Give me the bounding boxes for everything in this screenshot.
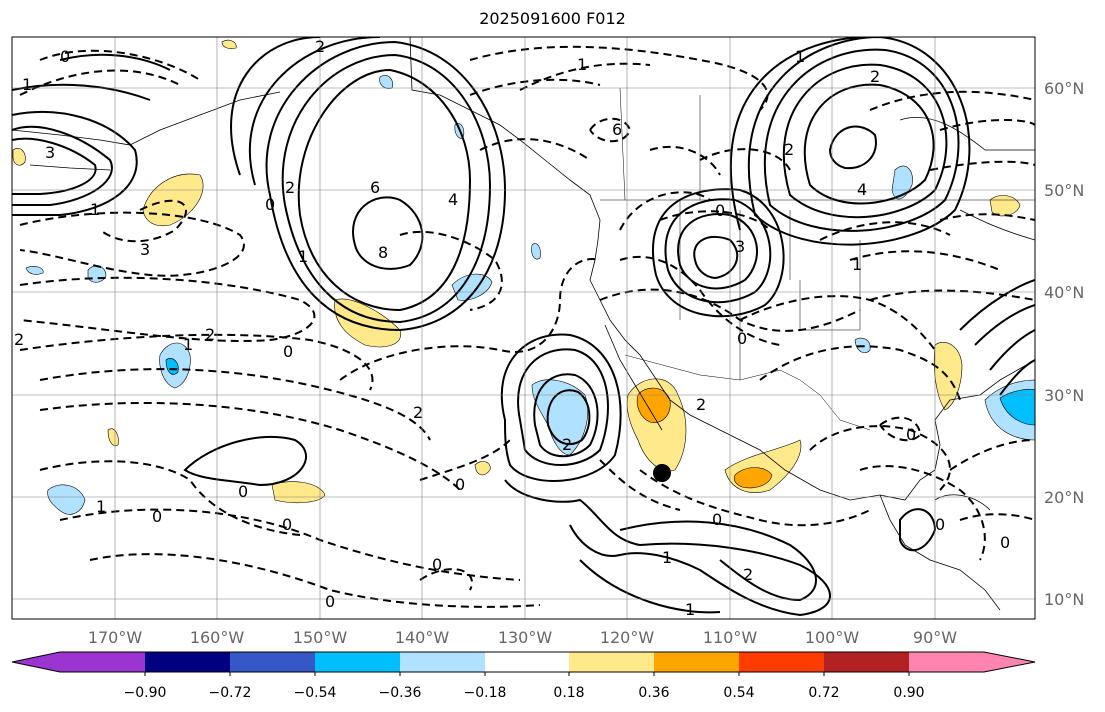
contour-value-label: 2 (870, 67, 880, 86)
contour-value-label: 0 (152, 507, 162, 526)
contour-value-label: 2 (743, 565, 753, 584)
contour-value-label: 3 (45, 143, 55, 162)
contour-value-label: 0 (282, 515, 292, 534)
latitude-label: 10°N (1044, 590, 1084, 609)
contour-value-label: 1 (577, 55, 587, 74)
longitude-labels: 170°W 160°W 150°W 140°W 130°W 120°W 110°… (88, 628, 957, 647)
latitude-label: 20°N (1044, 488, 1084, 507)
contour-value-label: 2 (784, 140, 794, 159)
contour-value-label: 4 (857, 180, 867, 199)
contour-value-label: 1 (852, 255, 862, 274)
colorbar-bin (230, 652, 315, 672)
longitude-label: 170°W (88, 628, 143, 647)
coastlines (12, 37, 1035, 611)
contour-value-label: 1 (183, 335, 193, 354)
contour-value-label: 2 (696, 395, 706, 414)
contour-value-label: 4 (448, 190, 458, 209)
colorbar-bin (485, 652, 569, 672)
contour-value-label: 2 (205, 325, 215, 344)
contour-value-label: 1 (22, 75, 32, 94)
contour-value-label: 0 (715, 201, 725, 220)
contour-value-label: 2 (315, 37, 325, 56)
contour-value-label: 2 (285, 178, 295, 197)
colorbar-tick-label: 0.36 (638, 685, 669, 701)
contour-value-label: 0 (60, 47, 70, 66)
map-plot-area: 0 2 3 6 1 2 2 0 6 8 4 0 1 1 2 0 2 0 4 2 … (12, 37, 1035, 619)
gridlines (12, 37, 1035, 619)
contour-value-label: 3 (735, 237, 745, 256)
contour-value-label: 0 (906, 425, 916, 444)
location-marker (653, 464, 671, 482)
longitude-label: 150°W (293, 628, 348, 647)
latitude-labels: 60°N 50°N 40°N 30°N 20°N 10°N (1044, 79, 1084, 609)
colorbar-bin (569, 652, 654, 672)
longitude-label: 90°W (913, 628, 957, 647)
longitude-label: 140°W (395, 628, 450, 647)
contour-value-label: 3 (140, 240, 150, 259)
colorbar-tick-label: −0.54 (294, 685, 337, 701)
colorbar-bin (400, 652, 485, 672)
latitude-label: 40°N (1044, 283, 1084, 302)
longitude-label: 110°W (703, 628, 758, 647)
contour-value-label: 1 (795, 47, 805, 66)
colorbar: −0.90 −0.72 −0.54 −0.36 −0.18 0.18 0.36 … (11, 651, 1036, 701)
contour-value-label: 1 (685, 600, 695, 619)
colorbar-tick-label: −0.90 (124, 685, 167, 701)
contour-value-label: 0 (265, 195, 275, 214)
contour-value-label: 2 (14, 330, 24, 349)
latitude-label: 60°N (1044, 79, 1084, 98)
contour-value-label: 2 (562, 435, 572, 454)
contour-value-label: 1 (96, 497, 106, 516)
contour-value-label: 0 (325, 592, 335, 611)
contour-value-label: 0 (1000, 533, 1010, 552)
map-title: 2025091600 F012 (479, 9, 626, 28)
colorbar-bin (315, 652, 400, 672)
solid-contours (12, 37, 1035, 617)
colorbar-bin (739, 652, 824, 672)
contour-value-label: 1 (662, 548, 672, 567)
latitude-label: 30°N (1044, 386, 1084, 405)
contour-value-label: 8 (378, 243, 388, 262)
dashed-contours (19, 45, 1035, 608)
longitude-label: 120°W (600, 628, 655, 647)
contour-labels: 0 2 3 6 1 2 2 0 6 8 4 0 1 1 2 0 2 0 4 2 … (14, 37, 1010, 619)
contour-value-label: 0 (737, 329, 747, 348)
colorbar-tick-label: 0.18 (553, 685, 584, 701)
colorbar-tick-label: −0.36 (379, 685, 422, 701)
contour-value-label: 6 (370, 178, 380, 197)
latitude-label: 50°N (1044, 181, 1084, 200)
contour-value-label: 0 (283, 342, 293, 361)
colorbar-tick-label: 0.72 (808, 685, 839, 701)
shaded-regions (12, 39, 1035, 515)
colorbar-tick-label: 0.54 (723, 685, 754, 701)
colorbar-bin (909, 652, 984, 672)
colorbar-extend-high (984, 652, 1035, 672)
colorbar-tick-label: −0.18 (464, 685, 507, 701)
contour-value-label: 0 (238, 482, 248, 501)
contour-value-label: 2 (413, 403, 423, 422)
colorbar-tick-labels: −0.90 −0.72 −0.54 −0.36 −0.18 0.18 0.36 … (124, 672, 925, 701)
contour-value-label: 0 (432, 555, 442, 574)
longitude-label: 100°W (805, 628, 860, 647)
contour-value-label: 6 (612, 120, 622, 139)
colorbar-tick-label: 0.90 (893, 685, 924, 701)
colorbar-bin (60, 652, 145, 672)
colorbar-bin (145, 652, 230, 672)
colorbar-tick-label: −0.72 (209, 685, 252, 701)
contour-value-label: 0 (712, 510, 722, 529)
map-frame (11, 36, 1036, 620)
contour-value-label: 1 (90, 200, 100, 219)
longitude-label: 160°W (190, 628, 245, 647)
colorbar-bin (654, 652, 739, 672)
contour-value-label: 1 (298, 247, 308, 266)
contour-value-label: 0 (455, 475, 465, 494)
longitude-label: 130°W (498, 628, 553, 647)
colorbar-bin (824, 652, 909, 672)
contour-value-label: 0 (935, 515, 945, 534)
colorbar-extend-low (12, 652, 60, 672)
